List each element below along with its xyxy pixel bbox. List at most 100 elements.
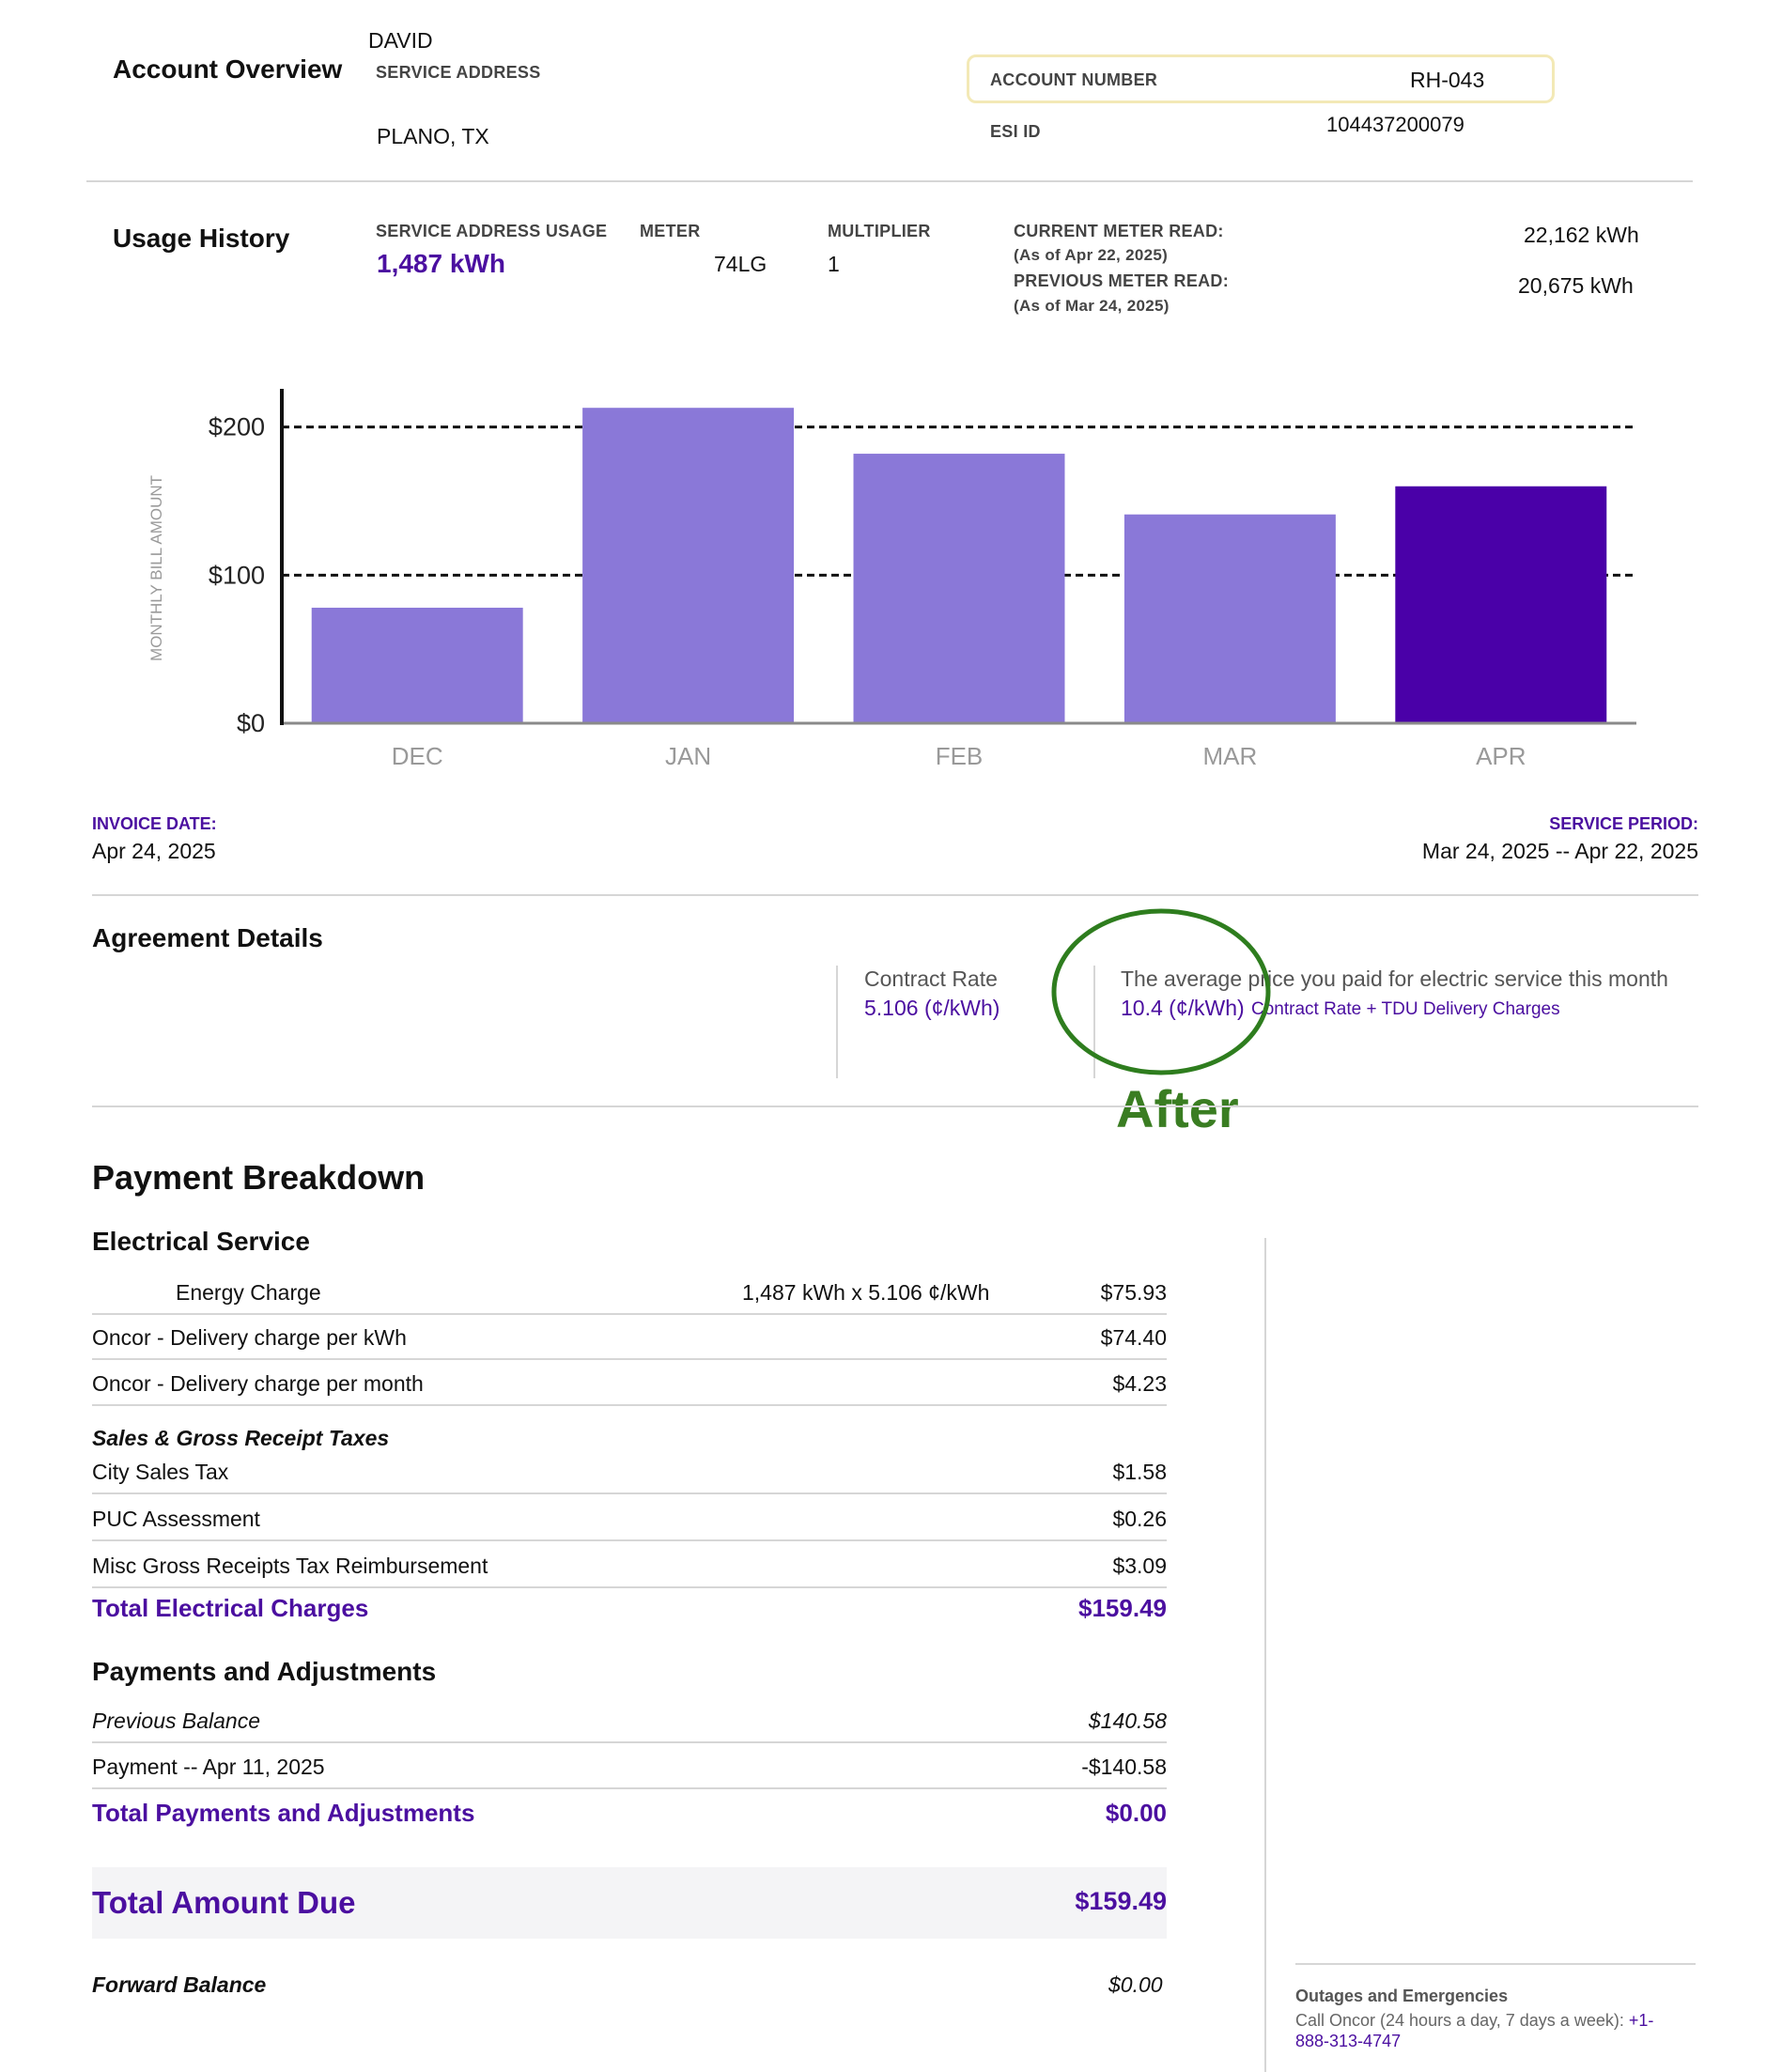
annotation-circle	[1051, 908, 1271, 1075]
bar	[311, 608, 523, 723]
charge-label: Oncor - Delivery charge per kWh	[92, 1325, 407, 1350]
account-number-box	[967, 54, 1555, 103]
tax-amount: $0.26	[1112, 1507, 1167, 1531]
forward-balance-label: Forward Balance	[92, 1972, 267, 1997]
x-tick-label: DEC	[392, 742, 443, 770]
total-amount-due-box: Total Amount Due $159.49	[92, 1867, 1167, 1939]
agreement-separator	[1093, 966, 1095, 1078]
bar	[582, 408, 795, 723]
charge-row: Energy Charge 1,487 kWh x 5.106 ¢/kWh $7…	[92, 1268, 1167, 1315]
contract-rate-value: 5.106 (¢/kWh)	[864, 996, 1000, 1020]
meter-label: METER	[640, 222, 701, 240]
outages-call-text: Call Oncor (24 hours a day, 7 days a wee…	[1295, 2011, 1624, 2030]
account-number-value: RH-043	[1410, 68, 1485, 92]
charge-label: Oncor - Delivery charge per month	[92, 1371, 424, 1396]
y-axis-label: MONTHLY BILL AMOUNT	[147, 475, 165, 661]
service-usage-label: SERVICE ADDRESS USAGE	[376, 222, 608, 240]
adjustment-label: Payment -- Apr 11, 2025	[92, 1755, 325, 1779]
average-price-note: Contract Rate + TDU Delivery Charges	[1251, 999, 1560, 1019]
total-electrical-amount: $159.49	[1078, 1594, 1167, 1622]
adjustment-label: Previous Balance	[92, 1709, 260, 1733]
adjustment-row: Payment -- Apr 11, 2025 -$140.58	[92, 1742, 1167, 1789]
total-electrical-charges: Total Electrical Charges $159.49	[92, 1594, 1167, 1623]
payment-breakdown-title: Payment Breakdown	[92, 1158, 426, 1197]
x-tick-label: MAR	[1203, 742, 1258, 770]
service-address-city: PLANO, TX	[377, 124, 489, 148]
current-read-date: (As of Apr 22, 2025)	[1014, 246, 1169, 264]
adjustment-amount: $140.58	[1088, 1709, 1167, 1733]
tax-row: City Sales Tax $1.58	[92, 1449, 1167, 1494]
y-tick-label: $100	[209, 561, 265, 589]
charge-row: Oncor - Delivery charge per kWh $74.40	[92, 1313, 1167, 1360]
divider	[92, 894, 1698, 896]
previous-read-value: 20,675 kWh	[1518, 273, 1634, 298]
y-tick-label: $200	[209, 413, 265, 441]
right-column-separator	[1264, 1238, 1266, 2072]
current-read-label: CURRENT METER READ:	[1014, 222, 1224, 240]
electrical-service-title: Electrical Service	[92, 1227, 310, 1256]
forward-balance-amount: $0.00	[1108, 1972, 1163, 1997]
total-payments-adjustments: Total Payments and Adjustments $0.00	[92, 1799, 1167, 1828]
tax-row: PUC Assessment $0.26	[92, 1494, 1167, 1541]
outages-text: Call Oncor (24 hours a day, 7 days a wee…	[1295, 2010, 1699, 2051]
customer-name: DAVID	[368, 28, 433, 53]
annotation-after: After	[1116, 1079, 1239, 1138]
adjustment-amount: -$140.58	[1081, 1755, 1167, 1779]
total-due-label: Total Amount Due	[92, 1885, 356, 1920]
outages-title: Outages and Emergencies	[1295, 1987, 1509, 2005]
service-period-value: Mar 24, 2025 -- Apr 22, 2025	[1421, 839, 1698, 863]
charge-detail: 1,487 kWh x 5.106 ¢/kWh	[742, 1280, 990, 1305]
average-price-value: 10.4 (¢/kWh)	[1121, 996, 1245, 1020]
total-due-amount: $159.49	[1075, 1887, 1167, 1915]
bar	[1395, 486, 1607, 723]
x-tick-label: JAN	[665, 742, 711, 770]
previous-read-label: PREVIOUS METER READ:	[1014, 271, 1230, 290]
outages-phone-prefix[interactable]: +1-	[1628, 2011, 1654, 2030]
previous-read-date: (As of Mar 24, 2025)	[1014, 297, 1170, 315]
monthly-bill-chart: MONTHLY BILL AMOUNT $0 $100 $200 DEC JAN FEB MA…	[147, 389, 1636, 770]
current-read-value: 22,162 kWh	[1524, 223, 1639, 247]
service-usage-value: 1,487 kWh	[377, 249, 505, 278]
charge-label: Energy Charge	[176, 1280, 321, 1305]
service-period-label: SERVICE PERIOD:	[1549, 814, 1698, 833]
divider	[92, 1106, 1698, 1107]
taxes-title: Sales & Gross Receipt Taxes	[92, 1426, 390, 1450]
tax-row: Misc Gross Receipts Tax Reimbursement $3…	[92, 1541, 1167, 1588]
charge-amount: $75.93	[1100, 1280, 1167, 1305]
total-adjustments-label: Total Payments and Adjustments	[92, 1799, 475, 1827]
esi-id-label: ESI ID	[990, 122, 1041, 141]
charge-amount: $74.40	[1100, 1325, 1167, 1350]
charge-amount: $4.23	[1112, 1371, 1167, 1396]
x-tick-label: FEB	[936, 742, 984, 770]
contract-rate-label: Contract Rate	[864, 966, 998, 991]
divider	[86, 180, 1693, 182]
tax-label: PUC Assessment	[92, 1507, 260, 1531]
meter-value: 74LG	[714, 252, 767, 276]
payments-adjustments-title: Payments and Adjustments	[92, 1657, 437, 1686]
agreement-details-title: Agreement Details	[92, 923, 323, 952]
outages-phone-link[interactable]: 888-313-4747	[1295, 2032, 1402, 2050]
y-tick-label: $0	[237, 709, 265, 737]
tax-amount: $1.58	[1112, 1460, 1167, 1484]
account-overview-title: Account Overview	[113, 54, 343, 84]
multiplier-value: 1	[828, 252, 840, 276]
tax-label: City Sales Tax	[92, 1460, 229, 1484]
tax-label: Misc Gross Receipts Tax Reimbursement	[92, 1554, 488, 1578]
multiplier-label: MULTIPLIER	[828, 222, 931, 240]
usage-history-title: Usage History	[113, 224, 290, 253]
x-tick-label: APR	[1476, 742, 1526, 770]
total-electrical-label: Total Electrical Charges	[92, 1594, 369, 1622]
account-number-label: ACCOUNT NUMBER	[990, 70, 1158, 89]
divider	[1295, 1963, 1696, 1965]
bar	[1123, 514, 1336, 723]
tax-amount: $3.09	[1112, 1554, 1167, 1578]
total-adjustments-amount: $0.00	[1105, 1799, 1167, 1827]
charge-row: Oncor - Delivery charge per month $4.23	[92, 1359, 1167, 1406]
invoice-date-value: Apr 24, 2025	[92, 839, 216, 863]
invoice-date-label: INVOICE DATE:	[92, 814, 217, 833]
average-price-label: The average price you paid for electric …	[1121, 966, 1668, 991]
service-address-label: SERVICE ADDRESS	[376, 63, 541, 82]
bar	[853, 454, 1065, 723]
adjustment-row: Previous Balance $140.58	[92, 1696, 1167, 1743]
agreement-separator	[836, 966, 838, 1078]
